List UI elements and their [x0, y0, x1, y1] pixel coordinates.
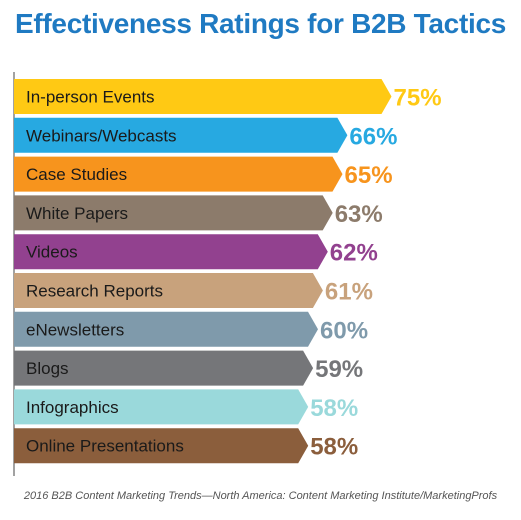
bar-1 [14, 117, 348, 153]
source-note: 2016 B2B Content Marketing Trends—North … [23, 490, 498, 502]
value-label: 65% [345, 162, 393, 189]
value-label: 63% [335, 201, 383, 228]
category-label: Videos [26, 243, 78, 262]
bar-7 [14, 350, 314, 386]
bar-0 [14, 79, 392, 114]
value-label: 58% [310, 395, 358, 422]
category-label: In-person Events [26, 88, 155, 107]
bar-4 [14, 234, 328, 270]
category-label: Infographics [26, 398, 119, 417]
category-label: eNewsletters [26, 320, 124, 339]
category-label: Blogs [26, 359, 69, 378]
value-label: 75% [394, 85, 442, 112]
chart-title: Effectiveness Ratings for B2B Tactics [15, 8, 506, 39]
value-label: 61% [325, 279, 373, 306]
bars-group: In-person Events 75% Webinars/Webcasts 66% C… [14, 79, 442, 464]
bar-9 [14, 428, 309, 464]
bar-8 [14, 389, 309, 425]
bar-3 [14, 195, 333, 231]
category-label: Online Presentations [26, 437, 184, 456]
bar-2 [14, 156, 343, 192]
category-label: Research Reports [26, 282, 163, 301]
bar-5 [14, 273, 323, 308]
bar-6 [14, 311, 318, 347]
category-label: Webinars/Webcasts [26, 126, 177, 145]
value-label: 60% [320, 317, 368, 344]
value-label: 62% [330, 240, 378, 267]
value-label: 58% [310, 434, 358, 461]
value-label: 59% [315, 356, 363, 383]
category-label: Case Studies [26, 165, 127, 184]
category-label: White Papers [26, 204, 128, 223]
value-label: 66% [349, 123, 397, 150]
